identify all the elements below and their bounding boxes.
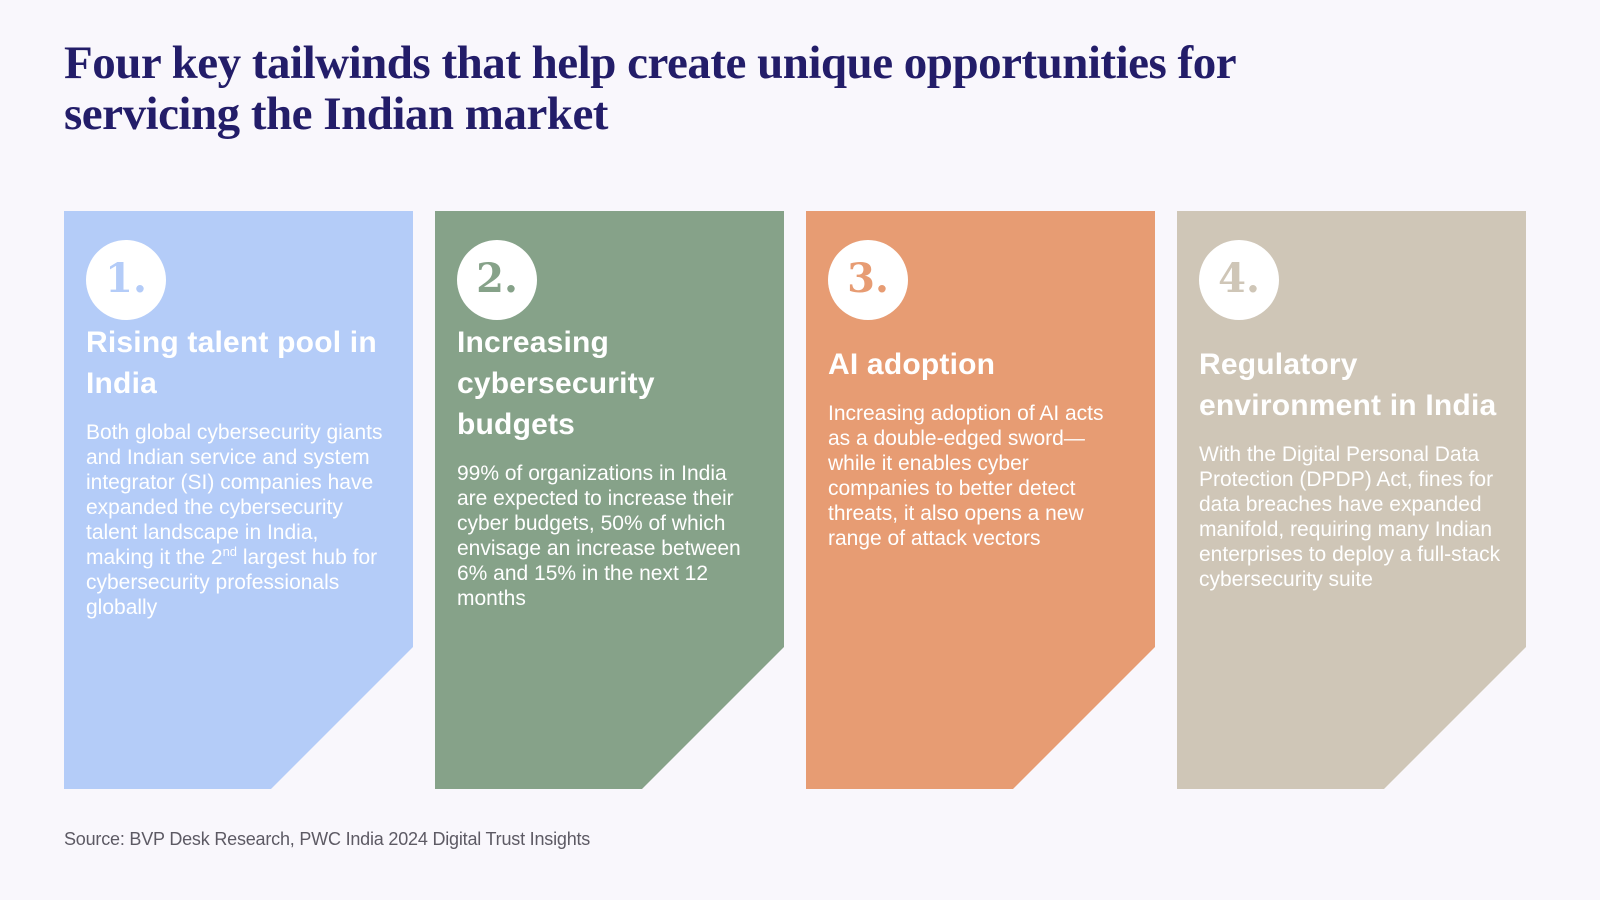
card-rising-talent-pool: 1. Rising talent pool in India Both glob… xyxy=(64,211,413,789)
card-body: Increasing adoption of AI acts as a doub… xyxy=(828,402,1104,550)
card-number: 2. xyxy=(476,255,518,302)
card-ai-adoption: 3. AI adoption Increasing adoption of AI… xyxy=(806,211,1155,789)
card-heading: Regulatory environment in India xyxy=(1199,348,1497,422)
card-body-text: largest hub for cybersecurity profession… xyxy=(86,546,378,619)
card-body-text: Both global cybersecurity giants and Ind… xyxy=(86,421,383,569)
card-cybersecurity-budgets: 2. Increasing cybersecurity budgets 99% … xyxy=(435,211,784,789)
card-heading: Increasing cybersecurity budgets xyxy=(457,326,655,441)
card-number-badge: 1. xyxy=(86,240,166,320)
card-number: 4. xyxy=(1218,255,1260,302)
card-number: 3. xyxy=(847,255,889,302)
card-number-badge: 2. xyxy=(457,240,537,320)
card-body: Both global cybersecurity giants and Ind… xyxy=(86,420,389,620)
card-number: 1. xyxy=(105,255,147,302)
card-number-badge: 4. xyxy=(1199,240,1279,320)
page-title: Four key tailwinds that help create uniq… xyxy=(64,37,1236,140)
card-body: 99% of organizations in India are expect… xyxy=(457,462,741,610)
card-regulatory-environment: 4. Regulatory environment in India With … xyxy=(1177,211,1526,789)
ordinal-superscript: nd xyxy=(222,544,238,559)
card-heading: AI adoption xyxy=(828,348,996,381)
source-note: Source: BVP Desk Research, PWC India 202… xyxy=(64,829,591,849)
cards-row: 1. Rising talent pool in India Both glob… xyxy=(64,211,1526,789)
card-heading: Rising talent pool in India xyxy=(86,326,377,400)
card-number-badge: 3. xyxy=(828,240,908,320)
card-body: With the Digital Personal Data Protectio… xyxy=(1199,443,1501,591)
